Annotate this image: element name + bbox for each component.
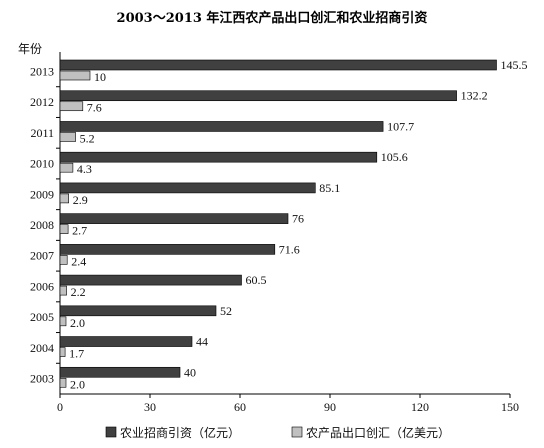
x-tick-label: 120	[411, 400, 429, 414]
x-tick-label: 90	[324, 400, 336, 414]
data-label-investment: 132.2	[461, 89, 488, 103]
y-tick-label: 2013	[30, 64, 54, 78]
bar-investment	[59, 151, 378, 163]
data-label-export: 2.7	[72, 224, 87, 238]
y-tick-label: 2005	[30, 310, 54, 324]
data-label-export: 4.3	[77, 162, 92, 176]
bar-export	[59, 70, 91, 81]
x-tick-label: 30	[144, 400, 156, 414]
y-tick-label: 2009	[30, 187, 54, 201]
bar-investment	[59, 274, 242, 286]
y-tick-label: 2006	[30, 279, 54, 293]
data-label-investment: 52	[220, 304, 232, 318]
data-label-investment: 71.6	[279, 242, 300, 256]
bar-investment	[59, 213, 289, 224]
bar-export	[59, 255, 68, 265]
bar-investment	[59, 121, 384, 132]
data-label-investment: 40	[184, 365, 196, 379]
legend: 农业招商引资（亿元） 农产品出口创汇（亿美元）	[105, 425, 450, 440]
data-label-export: 2.9	[73, 193, 88, 207]
bar-investment	[59, 305, 217, 317]
bar-export	[59, 193, 69, 204]
bars: 145.5 10 132.2 7.6 107.7 5.2 105.6 4.3 85.1 2.9 76…	[59, 58, 528, 391]
y-tick-label: 2012	[30, 95, 54, 109]
y-tick-label: 2008	[30, 218, 54, 232]
bar-export	[59, 316, 67, 327]
x-tick-label: 150	[501, 400, 519, 414]
axes: 0 30 60 90 120 150 2013 2012 2011 2010 2009 2008 200…	[30, 52, 519, 414]
data-label-investment: 44	[196, 335, 208, 349]
data-label-investment: 145.5	[501, 58, 528, 72]
bar-export	[59, 285, 67, 296]
legend-swatch-investment	[105, 426, 117, 438]
legend-swatch-export	[291, 426, 303, 438]
bar-export	[59, 224, 69, 234]
data-label-export: 2.4	[71, 254, 86, 268]
x-tick-label: 60	[234, 400, 246, 414]
data-label-investment: 105.6	[381, 150, 408, 164]
bar-investment	[59, 182, 316, 194]
legend-label-investment: 农业招商引资（亿元）	[120, 425, 240, 440]
bar-investment	[59, 366, 181, 378]
y-tick-label: 2010	[30, 157, 54, 171]
data-label-export: 1.7	[69, 347, 84, 361]
legend-label-export: 农产品出口创汇（亿美元）	[306, 425, 450, 440]
y-axis-label: 年份	[18, 42, 42, 56]
bar-export	[59, 377, 67, 388]
y-tick-label: 2011	[30, 126, 54, 140]
chart-title: 2003～2013 年江西农产品出口创汇和农业招商引资	[117, 10, 428, 26]
bar-investment	[59, 336, 193, 347]
x-tick-label: 0	[57, 400, 63, 414]
bar-investment	[59, 59, 497, 71]
data-label-export: 2.0	[70, 377, 85, 391]
bar-export	[59, 101, 84, 112]
bar-export	[59, 162, 74, 173]
data-label-investment: 107.7	[387, 119, 414, 133]
y-tick-label: 2003	[30, 372, 54, 386]
y-tick-label: 2007	[30, 249, 54, 263]
bar-investment	[59, 90, 457, 102]
data-label-export: 10	[94, 70, 106, 84]
bar-investment	[59, 244, 276, 255]
data-label-investment: 76	[292, 212, 304, 226]
data-label-export: 2.0	[70, 316, 85, 330]
y-tick-label: 2004	[30, 341, 54, 355]
data-label-investment: 85.1	[319, 181, 340, 195]
data-label-investment: 60.5	[246, 273, 267, 287]
bar-export	[59, 132, 76, 142]
bar-export	[59, 347, 66, 357]
data-label-export: 5.2	[80, 131, 95, 145]
data-label-export: 7.6	[87, 101, 102, 115]
data-label-export: 2.2	[71, 285, 86, 299]
